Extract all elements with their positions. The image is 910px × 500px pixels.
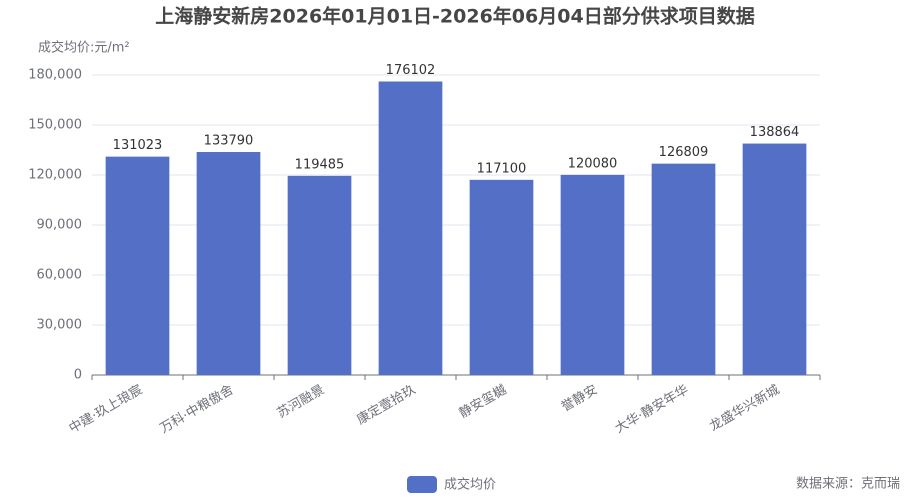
legend-label: 成交均价 (444, 477, 496, 493)
bar (469, 179, 534, 375)
data-label: 119485 (295, 157, 345, 172)
legend-swatch (407, 476, 437, 493)
y-axis-label: 成交均价:元/m² (38, 40, 130, 56)
data-label: 120080 (568, 156, 618, 171)
y-tick-label: 30,000 (37, 318, 83, 333)
x-tick-label: 龙盛华兴新城 (707, 382, 783, 435)
data-label: 138864 (750, 125, 800, 140)
data-label: 117100 (477, 161, 527, 176)
y-tick-label: 90,000 (37, 218, 83, 233)
y-tick-label: 120,000 (28, 168, 82, 183)
bar (105, 156, 170, 375)
bar (196, 152, 261, 375)
x-tick-label: 苏河融景 (274, 382, 327, 422)
bar (378, 81, 443, 375)
y-tick-label: 150,000 (28, 118, 82, 133)
y-tick-label: 60,000 (37, 268, 83, 283)
x-tick-label: 万科·中粮傲舍 (158, 383, 237, 437)
bar (560, 174, 625, 375)
chart-title: 上海静安新房2026年01月01日-2026年06月04日部分供求项目数据 (155, 5, 754, 28)
x-tick-label: 康定壹拾玖 (354, 382, 418, 428)
bar (287, 175, 352, 375)
data-label: 133790 (204, 134, 254, 149)
x-tick-label: 大华·静安年华 (613, 383, 692, 437)
y-tick-label: 0 (74, 368, 82, 383)
x-tick-label: 中建·玖上琅宸 (66, 382, 145, 437)
data-label: 126809 (659, 145, 709, 160)
y-tick-label: 180,000 (28, 68, 82, 83)
bar (651, 163, 716, 375)
bar (742, 143, 807, 375)
x-tick-label: 誉静安 (559, 383, 600, 415)
data-label: 131023 (113, 138, 163, 153)
data-label: 176102 (386, 63, 436, 78)
source-note: 数据来源：克而瑞 (796, 477, 900, 492)
x-tick-label: 静安玺樾 (456, 382, 509, 422)
